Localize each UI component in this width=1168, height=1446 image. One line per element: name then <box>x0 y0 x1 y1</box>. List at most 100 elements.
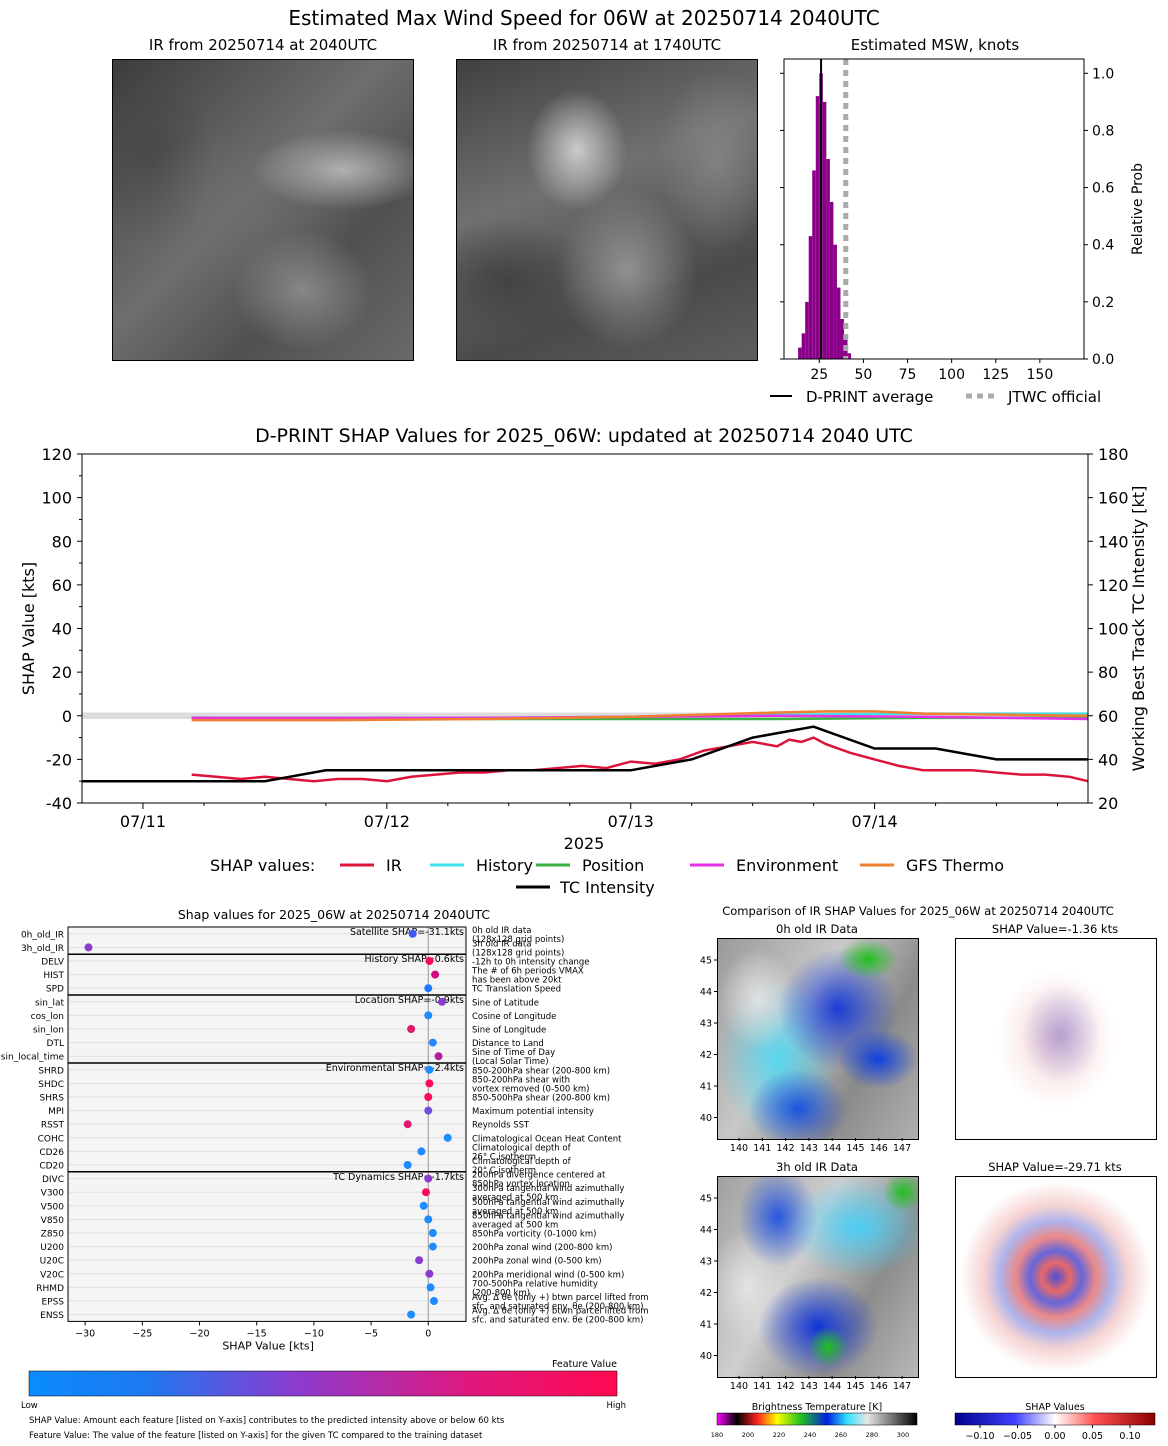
feature-dot <box>421 1188 430 1197</box>
left-ytick-label: 80 <box>52 532 72 551</box>
feature-description: Reynolds SST <box>472 1121 530 1131</box>
feature-xtick-label: −5 <box>364 1328 378 1339</box>
shap-timeseries: D-PRINT SHAP Values for 2025_06W: update… <box>19 425 1148 897</box>
feature-description: vortex removed (0-500 km) <box>472 1084 589 1094</box>
shap3-panel-title: SHAP Value=-29.71 kts <box>988 1160 1122 1174</box>
feature-description: 20° C isotherm <box>472 1166 536 1176</box>
feature-description: has been above 20kt <box>472 976 562 986</box>
lon-tick-label: 140 <box>730 1381 748 1392</box>
feature-name: HIST <box>43 971 64 981</box>
bt-tick-label: 220 <box>773 1431 785 1439</box>
bt-tick-label: 200 <box>742 1431 754 1439</box>
feature-dot <box>424 1106 433 1115</box>
msw-ytick-label: 0.0 <box>1092 352 1114 368</box>
feature-name: V850 <box>41 1216 65 1226</box>
feature-dot <box>437 997 446 1006</box>
feature-dot <box>407 1310 416 1319</box>
colorbar-low: Low <box>21 1401 38 1411</box>
shap-tick-label: −0.05 <box>1003 1431 1032 1442</box>
timeseries-ylabel-right: Working Best Track TC Intensity [kt] <box>1129 486 1148 772</box>
msw-bar <box>808 236 813 359</box>
feature-name: DELV <box>41 958 65 968</box>
lon-tick-label: 141 <box>753 1143 771 1154</box>
feature-description: 850-200hPa shear (200-800 km) <box>472 1066 610 1076</box>
lon-tick-label: 145 <box>846 1143 864 1154</box>
lon-tick-label: 141 <box>753 1381 771 1392</box>
lat-tick-label: 41 <box>700 1082 712 1093</box>
msw-bar <box>833 244 837 359</box>
shap-tick-label: −0.10 <box>965 1431 994 1442</box>
feature-name: V300 <box>41 1189 65 1199</box>
legend-label: Environment <box>736 856 838 875</box>
feature-dot <box>425 1065 434 1074</box>
feature-description: Avg. Δ θe (only +) btwn parcel lifted fr… <box>472 1293 649 1303</box>
feature-name: DIVC <box>42 1175 64 1185</box>
lat-tick-label: 40 <box>700 1113 712 1124</box>
feature-dot <box>403 1120 412 1129</box>
feature-dot <box>424 1174 433 1183</box>
feature-dot <box>424 1093 433 1101</box>
right-ytick-label: 160 <box>1098 489 1129 508</box>
lat-tick-label: 45 <box>700 956 712 967</box>
feature-name: sin_lon <box>33 1026 64 1036</box>
msw-ylabel: Relative Prob <box>1130 163 1146 255</box>
feature-description: TC Translation Speed <box>471 985 561 995</box>
feature-dot <box>429 1297 438 1305</box>
feature-description: 0h old IR data <box>472 926 531 936</box>
feature-dot <box>428 1242 437 1251</box>
bt-tick-label: 180 <box>711 1431 723 1439</box>
feature-name: Z850 <box>41 1230 65 1240</box>
feature-description: 300hPa tangential wind azimuthally <box>472 1184 624 1194</box>
feature-description: The # of 6h periods VMAX <box>471 967 584 977</box>
feature-dot <box>425 1079 434 1088</box>
feature-dot <box>426 1283 435 1292</box>
lon-tick-label: 147 <box>893 1381 911 1392</box>
lon-tick-label: 142 <box>777 1381 795 1392</box>
feature-value-colorbar <box>28 1370 618 1397</box>
lon-tick-label: 140 <box>730 1143 748 1154</box>
lat-tick-label: 44 <box>700 987 712 998</box>
ir-image-current <box>112 59 414 361</box>
msw-ytick-label: 0.2 <box>1092 295 1114 311</box>
left-ytick-label: 100 <box>41 489 72 508</box>
series-ir-line <box>191 736 1089 783</box>
msw-frame <box>783 58 1085 360</box>
lat-tick-label: 41 <box>700 1320 712 1331</box>
lat-tick-label: 42 <box>700 1288 712 1299</box>
feature-name: CD20 <box>39 1162 64 1172</box>
msw-bar <box>812 170 816 359</box>
lon-tick-label: 144 <box>823 1381 841 1392</box>
feature-xtick-label: −25 <box>132 1328 152 1339</box>
feature-description: Sine of Latitude <box>472 998 539 1008</box>
timeseries-ylabel: SHAP Value [kts] <box>19 562 38 695</box>
lon-tick-label: 146 <box>870 1143 888 1154</box>
ir2-title: IR from 20250714 at 1740UTC <box>492 36 722 54</box>
msw-xtick-label: 25 <box>810 367 828 383</box>
shap-feature-panel: Shap values for 2025_06W at 20250714 204… <box>1 907 649 1441</box>
bt-tick-label: 300 <box>897 1431 909 1439</box>
group-label: Location SHAP=-0.9kts <box>355 995 464 1006</box>
left-ytick-label: 0 <box>62 707 72 726</box>
feature-description: 850hPa vortex location <box>472 1180 570 1190</box>
msw-bar <box>847 353 852 359</box>
timeseries-title: D-PRINT SHAP Values for 2025_06W: update… <box>255 425 913 447</box>
feature-name: SHRD <box>38 1066 64 1076</box>
feature-xtick-label: −30 <box>75 1328 95 1339</box>
feature-description: Maximum potential intensity <box>472 1107 594 1117</box>
note-shap: SHAP Value: Amount each feature [listed … <box>29 1416 505 1426</box>
msw-xtick-label: 125 <box>982 367 1009 383</box>
colorbar-label: Feature Value <box>552 1359 617 1370</box>
bt-tick-label: 240 <box>804 1431 816 1439</box>
shap-tick-label: 0.05 <box>1082 1431 1103 1442</box>
main-title: Estimated Max Wind Speed for 06W at 2025… <box>288 6 880 30</box>
feature-name: RHMD <box>36 1284 64 1294</box>
group-label: TC Dynamics SHAP=-1.7kts <box>332 1172 464 1183</box>
msw-bar <box>798 347 802 359</box>
feature-description: 850-200hPa shear with <box>472 1075 570 1085</box>
feature-description: Climatological depth of <box>472 1157 572 1167</box>
bt-tick-label: 280 <box>866 1431 878 1439</box>
feature-name: RSST <box>41 1121 65 1131</box>
feature-description: 850hPa vorticity (0-1000 km) <box>472 1230 596 1240</box>
left-ytick-label: 120 <box>41 445 72 464</box>
msw-bar <box>801 333 806 359</box>
